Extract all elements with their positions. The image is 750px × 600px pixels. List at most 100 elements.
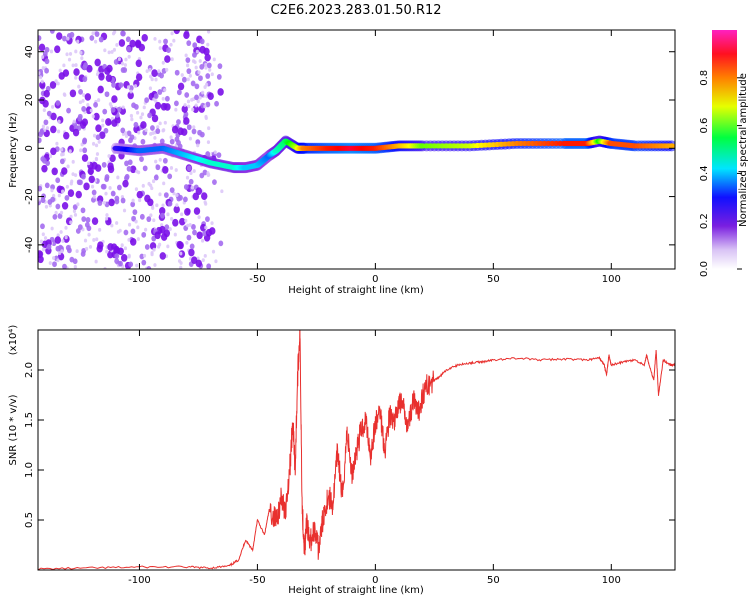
- noise-speckle: [76, 39, 80, 44]
- noise-speckle: [161, 60, 165, 65]
- noise-speckle: [204, 53, 211, 62]
- noise-speckle: [42, 50, 48, 57]
- noise-speckle: [73, 68, 80, 76]
- noise-speckle: [120, 197, 126, 204]
- noise-speckle: [55, 141, 59, 146]
- noise-speckle: [75, 249, 79, 254]
- noise-speckle: [102, 200, 107, 205]
- noise-speckle: [39, 239, 43, 244]
- snr-frame: [37, 329, 676, 571]
- noise-speckle: [105, 74, 113, 82]
- noise-speckle: [110, 50, 114, 54]
- noise-speckle: [87, 232, 91, 237]
- noise-speckle: [140, 121, 147, 129]
- noise-speckle: [94, 31, 100, 37]
- noise-speckle: [126, 165, 132, 172]
- noise-speckle: [121, 105, 125, 110]
- noise-speckle: [126, 85, 131, 90]
- noise-speckle: [162, 166, 169, 174]
- noise-speckle: [128, 261, 134, 268]
- noise-speckle: [98, 36, 104, 43]
- noise-speckle: [164, 224, 170, 231]
- noise-speckle: [149, 74, 153, 79]
- noise-speckle: [206, 30, 211, 34]
- noise-speckle: [115, 43, 119, 47]
- noise-speckle: [185, 57, 191, 63]
- noise-speckle: [156, 125, 160, 129]
- noise-speckle: [79, 121, 87, 129]
- noise-speckle: [120, 127, 126, 134]
- noise-speckle: [94, 156, 99, 161]
- x-tick-label: 50: [487, 274, 500, 285]
- noise-speckle: [166, 212, 170, 217]
- noise-speckle: [191, 107, 195, 112]
- colorbar-tick-label: 0.0: [699, 261, 710, 277]
- noise-speckle: [160, 233, 168, 241]
- noise-speckle: [78, 100, 83, 105]
- noise-speckle: [199, 38, 205, 45]
- noise-speckle: [108, 102, 113, 107]
- noise-speckles: [38, 30, 224, 269]
- noise-speckle: [46, 110, 52, 117]
- noise-speckle: [164, 103, 171, 111]
- noise-speckle: [92, 194, 96, 199]
- noise-speckle: [59, 158, 65, 165]
- noise-speckle: [153, 174, 159, 181]
- noise-speckle: [194, 94, 199, 101]
- noise-speckle: [163, 88, 167, 92]
- noise-speckle: [94, 164, 102, 172]
- noise-speckle: [101, 183, 107, 190]
- noise-speckle: [49, 81, 57, 89]
- noise-speckle: [158, 207, 166, 215]
- noise-speckle: [132, 209, 138, 215]
- noise-speckle: [126, 130, 132, 137]
- noise-speckle: [118, 39, 126, 47]
- noise-speckle: [68, 51, 73, 56]
- noise-speckle: [58, 72, 65, 80]
- noise-speckle: [158, 46, 162, 51]
- noise-speckle: [158, 157, 162, 162]
- noise-speckle: [122, 67, 128, 73]
- noise-speckle: [214, 259, 218, 264]
- noise-speckle: [104, 91, 110, 98]
- noise-speckle: [216, 74, 222, 80]
- noise-speckle: [80, 56, 84, 61]
- noise-speckle: [151, 179, 156, 184]
- snr-y-label: SNR (10 * v/v): [8, 394, 19, 465]
- noise-speckle: [122, 179, 129, 188]
- noise-speckle: [154, 77, 158, 82]
- noise-speckle: [181, 128, 188, 136]
- noise-speckle: [179, 251, 183, 256]
- noise-speckle: [95, 237, 99, 242]
- noise-speckle: [167, 173, 173, 180]
- noise-speckle: [214, 100, 219, 107]
- noise-speckle: [41, 232, 45, 237]
- noise-speckle: [197, 70, 201, 75]
- noise-speckle: [140, 138, 146, 145]
- noise-speckle: [48, 261, 52, 265]
- noise-speckle: [178, 194, 183, 201]
- noise-speckle: [41, 164, 48, 173]
- noise-speckle: [104, 216, 109, 221]
- noise-speckle: [147, 112, 153, 119]
- noise-speckle: [139, 213, 145, 220]
- noise-speckle: [188, 178, 194, 185]
- noise-speckle: [164, 95, 170, 102]
- noise-speckle: [41, 247, 46, 252]
- ridge-point: [668, 143, 675, 149]
- noise-speckle: [138, 198, 142, 203]
- noise-speckle: [194, 83, 200, 90]
- colorbar-tick-label: 0.6: [699, 118, 710, 134]
- noise-speckle: [174, 107, 178, 112]
- y-tick-label: 2.0: [24, 362, 35, 378]
- y-tick-label: -40: [24, 237, 35, 253]
- noise-speckle: [159, 225, 166, 234]
- noise-speckle: [141, 259, 147, 266]
- noise-speckle: [150, 252, 154, 257]
- snr-marks: [38, 330, 675, 570]
- noise-speckle: [163, 192, 169, 198]
- noise-speckle: [62, 35, 67, 42]
- snr-y-ticks: 0.5 1.0 1.5 2.0: [24, 362, 675, 528]
- noise-speckle: [61, 239, 65, 243]
- noise-speckle: [81, 216, 87, 222]
